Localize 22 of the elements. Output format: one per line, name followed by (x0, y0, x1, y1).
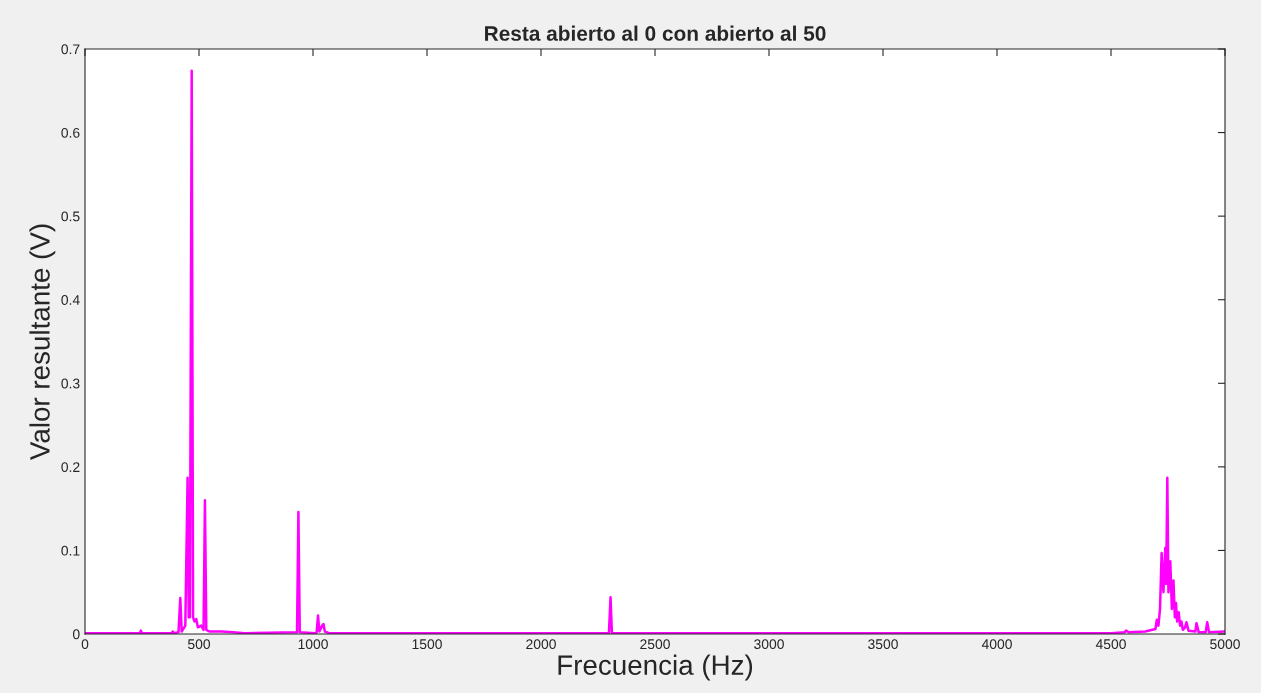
x-tick-label: 0 (81, 639, 89, 650)
y-tick-label: 0.5 (61, 211, 80, 222)
x-tick-label: 1000 (298, 639, 328, 650)
x-tick-label: 3500 (868, 639, 898, 650)
y-tick-label: 0.3 (61, 378, 80, 389)
y-tick-label: 0.4 (61, 295, 80, 305)
y-tick-label: 0.2 (61, 462, 80, 473)
x-axis-title: Frecuencia (Hz) (558, 654, 753, 681)
chart-title: Resta abierto al 0 con abierto al 50 (485, 25, 826, 41)
x-tick-label: 4500 (1095, 639, 1126, 650)
y-tick-label: 0.1 (61, 545, 80, 556)
x-tick-label: 500 (187, 639, 211, 650)
y-axis-title: Valor resultante (V) (29, 224, 56, 460)
x-tick-label: 4000 (981, 639, 1012, 650)
y-tick-label: 0 (72, 629, 80, 640)
y-tick-label: 0.7 (61, 44, 80, 55)
x-tick-label: 2000 (526, 639, 556, 650)
y-tick-label: 0.6 (61, 127, 80, 138)
x-tick-label: 3000 (754, 639, 784, 650)
x-tick-label: 5000 (1210, 639, 1240, 650)
x-tick-label: 1500 (412, 639, 442, 650)
x-tick-label: 2500 (640, 639, 670, 650)
